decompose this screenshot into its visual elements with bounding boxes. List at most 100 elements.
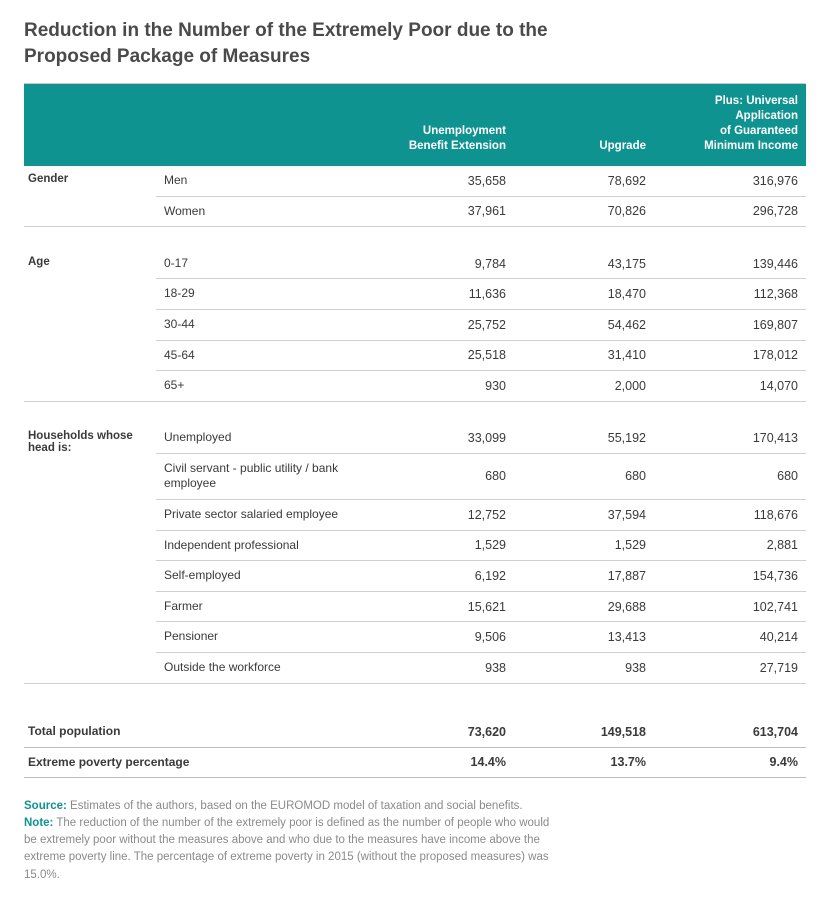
- cell-col4: 938: [514, 652, 654, 683]
- cell-col3: 15,621: [366, 591, 514, 622]
- cell-col4: 70,826: [514, 196, 654, 227]
- total-col5: 9.4%: [654, 747, 806, 777]
- header-blank-1: [24, 84, 156, 166]
- total-col3: 73,620: [366, 717, 514, 747]
- cell-col3: 37,961: [366, 196, 514, 227]
- note-label: Note:: [24, 817, 53, 829]
- cell-col3: 9,784: [366, 249, 514, 279]
- page-title: Reduction in the Number of the Extremely…: [24, 18, 806, 69]
- cell-col3: 35,658: [366, 166, 514, 196]
- title-block: Reduction in the Number of the Extremely…: [24, 18, 806, 84]
- row-label: 30-44: [156, 309, 366, 340]
- cell-col3: 1,529: [366, 530, 514, 561]
- cell-col5: 139,446: [654, 249, 806, 279]
- footnote-source: Source: Estimates of the authors, based …: [24, 798, 564, 815]
- cell-col4: 18,470: [514, 279, 654, 310]
- cell-col5: 2,881: [654, 530, 806, 561]
- row-label: Civil servant - public utility / bank em…: [156, 453, 366, 499]
- total-col3: 14.4%: [366, 747, 514, 777]
- header-col-3: UnemploymentBenefit Extension: [366, 84, 514, 166]
- spacer-row: [24, 683, 806, 705]
- cell-col4: 37,594: [514, 499, 654, 530]
- total-col4: 149,518: [514, 717, 654, 747]
- footnote-note: Note: The reduction of the number of the…: [24, 815, 564, 884]
- group-label: Households whose head is:: [24, 423, 156, 683]
- row-label: Men: [156, 166, 366, 196]
- total-col5: 613,704: [654, 717, 806, 747]
- table-header-row: UnemploymentBenefit Extension Upgrade Pl…: [24, 84, 806, 166]
- cell-col5: 40,214: [654, 622, 806, 653]
- total-row: Total population73,620149,518613,704: [24, 717, 806, 747]
- cell-col3: 12,752: [366, 499, 514, 530]
- total-col4: 13.7%: [514, 747, 654, 777]
- row-label: Self-employed: [156, 561, 366, 592]
- row-label: Unemployed: [156, 423, 366, 453]
- cell-col4: 13,413: [514, 622, 654, 653]
- cell-col4: 54,462: [514, 309, 654, 340]
- title-line-1: Reduction in the Number of the Extremely…: [24, 20, 548, 41]
- cell-col5: 316,976: [654, 166, 806, 196]
- cell-col4: 680: [514, 453, 654, 499]
- cell-col4: 17,887: [514, 561, 654, 592]
- cell-col3: 680: [366, 453, 514, 499]
- total-label: Total population: [24, 717, 366, 747]
- cell-col4: 1,529: [514, 530, 654, 561]
- spacer-row: [24, 227, 806, 249]
- header-blank-2: [156, 84, 366, 166]
- cell-col3: 6,192: [366, 561, 514, 592]
- cell-col4: 78,692: [514, 166, 654, 196]
- note-text: The reduction of the number of the extre…: [24, 817, 549, 881]
- group-label: Age: [24, 249, 156, 401]
- cell-col5: 118,676: [654, 499, 806, 530]
- cell-col4: 29,688: [514, 591, 654, 622]
- row-label: Pensioner: [156, 622, 366, 653]
- row-label: Farmer: [156, 591, 366, 622]
- row-label: Private sector salaried employee: [156, 499, 366, 530]
- cell-col3: 11,636: [366, 279, 514, 310]
- row-label: 45-64: [156, 340, 366, 371]
- table-row: Households whose head is:Unemployed33,09…: [24, 423, 806, 453]
- cell-col5: 112,368: [654, 279, 806, 310]
- group-label: Gender: [24, 166, 156, 227]
- table-body: GenderMen35,65878,692316,976Women37,9617…: [24, 166, 806, 777]
- table-row: GenderMen35,65878,692316,976: [24, 166, 806, 196]
- row-label: 18-29: [156, 279, 366, 310]
- cell-col5: 27,719: [654, 652, 806, 683]
- cell-col4: 43,175: [514, 249, 654, 279]
- footnotes: Source: Estimates of the authors, based …: [24, 798, 564, 884]
- row-label: 0-17: [156, 249, 366, 279]
- total-label: Extreme poverty percentage: [24, 747, 366, 777]
- source-text: Estimates of the authors, based on the E…: [70, 800, 523, 812]
- cell-col4: 31,410: [514, 340, 654, 371]
- row-label: Independent professional: [156, 530, 366, 561]
- cell-col5: 178,012: [654, 340, 806, 371]
- cell-col5: 14,070: [654, 371, 806, 402]
- cell-col5: 170,413: [654, 423, 806, 453]
- spacer-row: [24, 705, 806, 717]
- row-label: Women: [156, 196, 366, 227]
- table-row: Age0-179,78443,175139,446: [24, 249, 806, 279]
- total-row: Extreme poverty percentage14.4%13.7%9.4%: [24, 747, 806, 777]
- cell-col3: 25,518: [366, 340, 514, 371]
- cell-col3: 930: [366, 371, 514, 402]
- cell-col4: 2,000: [514, 371, 654, 402]
- cell-col5: 169,807: [654, 309, 806, 340]
- cell-col3: 9,506: [366, 622, 514, 653]
- cell-col3: 25,752: [366, 309, 514, 340]
- page-container: Reduction in the Number of the Extremely…: [0, 0, 830, 908]
- cell-col5: 680: [654, 453, 806, 499]
- source-label: Source:: [24, 800, 67, 812]
- cell-col5: 102,741: [654, 591, 806, 622]
- data-table: UnemploymentBenefit Extension Upgrade Pl…: [24, 84, 806, 777]
- cell-col3: 938: [366, 652, 514, 683]
- spacer-row: [24, 401, 806, 423]
- cell-col4: 55,192: [514, 423, 654, 453]
- cell-col5: 296,728: [654, 196, 806, 227]
- row-label: Outside the workforce: [156, 652, 366, 683]
- header-col-4: Upgrade: [514, 84, 654, 166]
- header-col-5: Plus: UniversalApplicationof GuaranteedM…: [654, 84, 806, 166]
- cell-col3: 33,099: [366, 423, 514, 453]
- title-line-2: Proposed Package of Measures: [24, 46, 310, 67]
- row-label: 65+: [156, 371, 366, 402]
- cell-col5: 154,736: [654, 561, 806, 592]
